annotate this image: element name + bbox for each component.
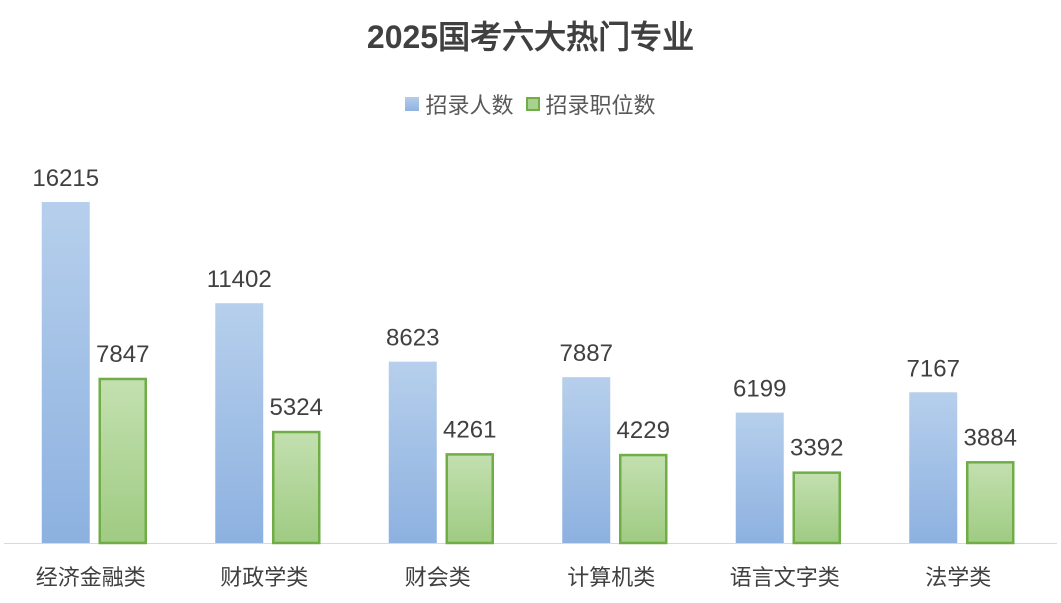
x-tick-label: 经济金融类 <box>36 565 146 590</box>
legend-swatch-green <box>525 97 540 111</box>
bar-recruits <box>909 392 958 543</box>
bar-positions <box>966 461 1015 545</box>
x-tick-label: 语言文字类 <box>730 565 840 590</box>
bar-positions <box>272 430 321 545</box>
legend: 招录人数 招录职位数 <box>0 88 1061 120</box>
x-tick-label: 计算机类 <box>567 565 655 590</box>
bar-recruits <box>41 202 90 543</box>
bar-recruits <box>562 377 611 543</box>
data-label: 4261 <box>443 416 496 443</box>
data-label: 16215 <box>32 165 99 192</box>
bar-recruits <box>215 303 264 543</box>
data-label: 7887 <box>560 340 613 367</box>
x-tick-label: 财政学类 <box>220 565 308 590</box>
legend-label: 招录职位数 <box>545 93 656 118</box>
x-tick-label: 财会类 <box>405 565 471 590</box>
data-label: 7847 <box>96 341 149 368</box>
data-label: 4229 <box>617 417 670 444</box>
legend-label: 招录人数 <box>425 93 514 118</box>
data-label: 11402 <box>207 266 272 293</box>
legend-item-positions: 招录职位数 <box>525 88 656 120</box>
chart-title: 2025国考六大热门专业 <box>366 19 695 55</box>
bar-recruits <box>735 412 784 543</box>
data-label: 7167 <box>907 355 960 382</box>
x-tick-label: 法学类 <box>925 565 991 590</box>
bar-recruits <box>388 361 437 543</box>
legend-swatch-blue <box>405 97 420 111</box>
data-label: 5324 <box>270 394 323 421</box>
data-label: 8623 <box>386 325 439 352</box>
bar-positions <box>792 471 841 545</box>
bar-positions <box>619 453 668 545</box>
data-label: 3884 <box>964 424 1017 451</box>
data-label: 6199 <box>733 376 786 403</box>
bar-positions <box>98 377 147 545</box>
data-label: 3392 <box>790 435 843 462</box>
legend-item-recruits: 招录人数 <box>405 88 514 120</box>
bar-positions <box>445 453 494 545</box>
